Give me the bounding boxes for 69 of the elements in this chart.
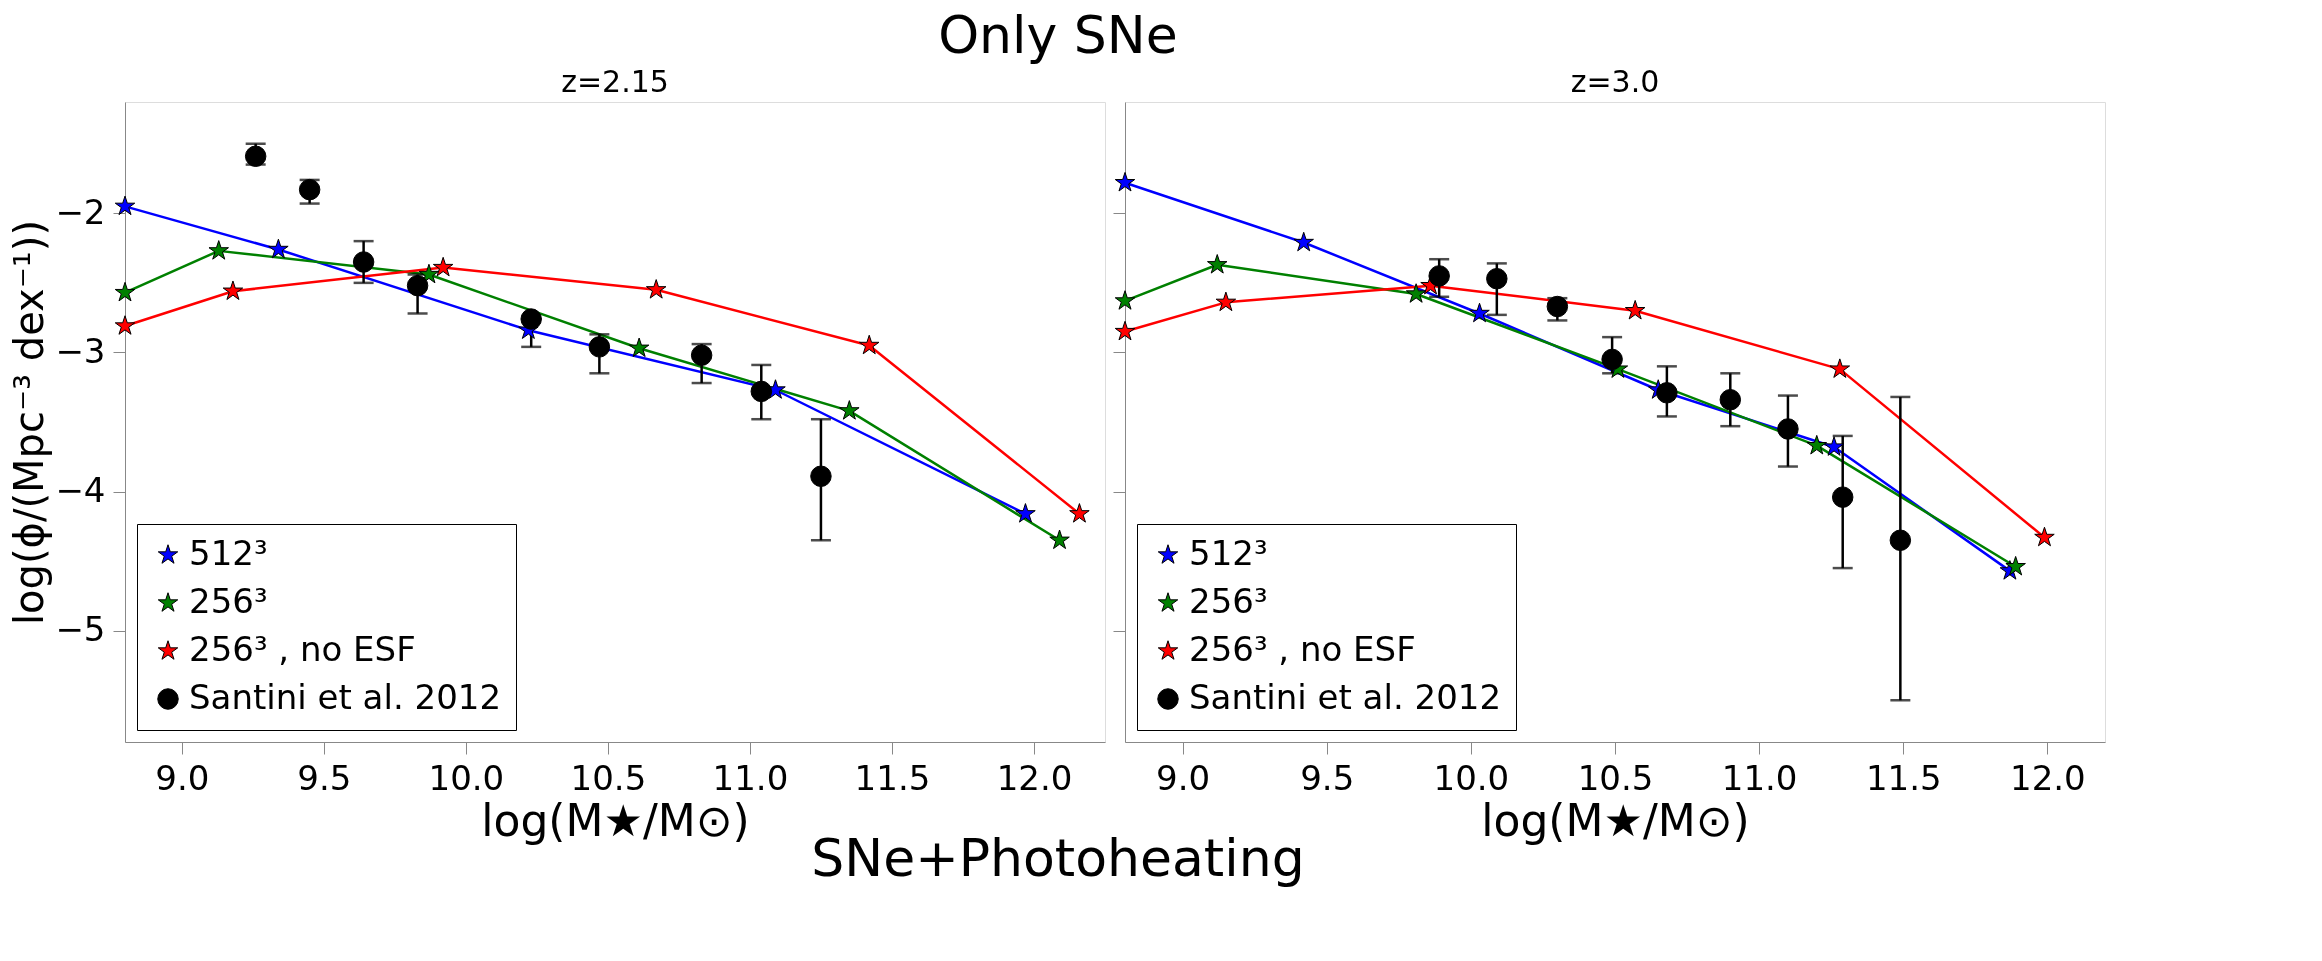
point xyxy=(114,315,136,335)
point xyxy=(1829,358,1851,378)
point xyxy=(1293,231,1314,252)
chart-title: z=2.15 xyxy=(561,64,669,99)
point xyxy=(222,280,244,301)
legend-label: 512³ xyxy=(1189,533,1268,573)
point xyxy=(810,465,832,487)
point xyxy=(432,256,454,277)
point xyxy=(858,334,880,355)
point xyxy=(750,380,773,403)
x-tick-label: 12.0 xyxy=(996,757,1073,798)
point xyxy=(2034,526,2055,547)
point xyxy=(1719,389,1742,411)
point xyxy=(1015,503,1036,523)
point xyxy=(1823,436,1845,456)
point xyxy=(1114,171,1136,192)
legend-label: 256³ xyxy=(1189,581,1268,621)
text: SNe+Photoheating xyxy=(811,827,1305,888)
point xyxy=(1601,348,1623,371)
y-tick-label: −3 xyxy=(55,330,106,371)
point xyxy=(1624,299,1646,320)
y-tick-label: −5 xyxy=(55,609,106,650)
point xyxy=(588,336,611,358)
point xyxy=(1049,529,1070,550)
point xyxy=(114,281,136,302)
legend-label: 512³ xyxy=(189,533,268,573)
x-tick-label: 9.5 xyxy=(1300,757,1355,798)
point xyxy=(1215,291,1237,312)
legend-label: 256³ xyxy=(189,581,268,621)
x-tick-label: 12.0 xyxy=(2010,757,2086,798)
legend-label: Santini et al. 2012 xyxy=(1189,677,1502,717)
point xyxy=(1889,529,1912,551)
point xyxy=(690,344,713,366)
point xyxy=(208,240,229,260)
chart-title: z=3.0 xyxy=(1570,64,1660,99)
x-tick-label: 11.5 xyxy=(1865,757,1942,798)
point xyxy=(406,274,429,297)
point xyxy=(1114,320,1136,341)
point xyxy=(1486,267,1508,290)
point xyxy=(520,308,542,330)
point xyxy=(1069,503,1090,523)
legend-label: Santini et al. 2012 xyxy=(189,677,502,717)
point xyxy=(628,337,650,358)
point xyxy=(418,263,440,284)
legend-label: 256³ , no ESF xyxy=(189,629,416,669)
point xyxy=(1428,265,1450,287)
point xyxy=(1114,290,1136,310)
point xyxy=(1777,418,1799,440)
text: Only SNe xyxy=(938,4,1178,65)
legend-label: 256³ , no ESF xyxy=(1189,629,1416,669)
point xyxy=(1469,302,1490,323)
point xyxy=(1806,434,1828,455)
point xyxy=(645,279,667,299)
y-tick-label: −2 xyxy=(55,191,106,232)
point xyxy=(839,400,860,420)
x-tick-label: 11.5 xyxy=(854,757,931,798)
y-tick-label: −4 xyxy=(55,470,106,511)
x-tick-label: 9.5 xyxy=(297,757,352,798)
point xyxy=(352,251,375,273)
point xyxy=(1206,254,1228,274)
point xyxy=(1831,486,1854,508)
x-tick-label: 9.0 xyxy=(1156,757,1211,798)
point xyxy=(268,238,289,259)
point xyxy=(114,195,136,216)
point xyxy=(2005,555,2026,576)
x-tick-label: 9.0 xyxy=(155,757,210,798)
y-axis-title: log(ϕ/(Mpc⁻³ dex⁻¹)) xyxy=(6,219,53,626)
point xyxy=(1405,283,1427,303)
point xyxy=(1656,382,1678,404)
